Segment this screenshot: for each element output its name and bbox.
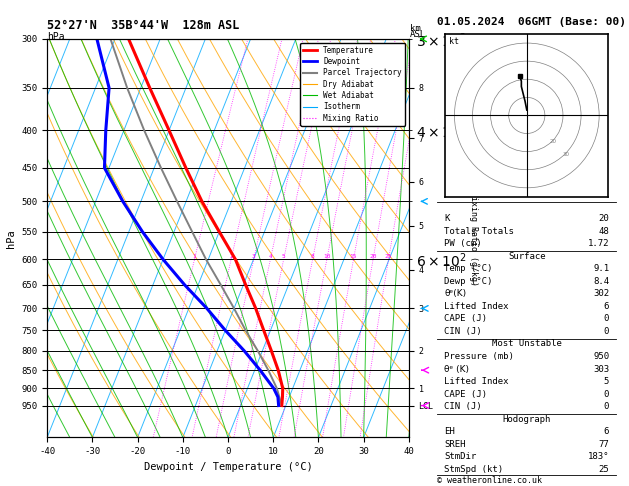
Text: 1.72: 1.72: [587, 239, 610, 248]
Text: CAPE (J): CAPE (J): [444, 314, 487, 324]
Text: θᵉ(K): θᵉ(K): [444, 289, 467, 298]
Text: StmDir: StmDir: [444, 452, 477, 461]
Text: CIN (J): CIN (J): [444, 402, 482, 411]
Text: EH: EH: [444, 427, 455, 436]
Text: km: km: [410, 23, 421, 33]
Text: CAPE (J): CAPE (J): [444, 390, 487, 399]
Text: 5: 5: [282, 254, 286, 260]
Text: Dewp (°C): Dewp (°C): [444, 277, 493, 286]
Text: 20: 20: [599, 214, 610, 223]
Text: 48: 48: [599, 227, 610, 236]
Text: Surface: Surface: [508, 252, 545, 261]
Text: 2: 2: [229, 254, 233, 260]
Text: 77: 77: [599, 440, 610, 449]
Text: 303: 303: [593, 364, 610, 374]
Text: PW (cm): PW (cm): [444, 239, 482, 248]
Text: 8: 8: [311, 254, 314, 260]
Text: 30: 30: [562, 152, 569, 157]
Text: 950: 950: [593, 352, 610, 361]
Text: 20: 20: [549, 139, 556, 144]
Text: 25: 25: [599, 465, 610, 474]
Text: 0: 0: [604, 314, 610, 324]
Text: Totals Totals: Totals Totals: [444, 227, 514, 236]
Y-axis label: hPa: hPa: [6, 229, 16, 247]
Text: 15: 15: [350, 254, 357, 260]
Text: Lifted Index: Lifted Index: [444, 377, 509, 386]
Text: © weatheronline.co.uk: © weatheronline.co.uk: [437, 476, 542, 485]
Text: Hodograph: Hodograph: [503, 415, 551, 424]
Text: Lifted Index: Lifted Index: [444, 302, 509, 311]
Text: 9.1: 9.1: [593, 264, 610, 273]
Text: 20: 20: [369, 254, 377, 260]
Text: 0: 0: [604, 390, 610, 399]
Text: hPa: hPa: [47, 32, 65, 42]
Text: 01.05.2024  06GMT (Base: 00): 01.05.2024 06GMT (Base: 00): [437, 17, 626, 27]
Text: 6: 6: [604, 302, 610, 311]
Text: 0: 0: [604, 402, 610, 411]
Text: 0: 0: [604, 327, 610, 336]
Text: StmSpd (kt): StmSpd (kt): [444, 465, 503, 474]
Text: SREH: SREH: [444, 440, 466, 449]
Text: 4: 4: [269, 254, 272, 260]
Text: 302: 302: [593, 289, 610, 298]
Text: 25: 25: [385, 254, 392, 260]
X-axis label: Dewpoint / Temperature (°C): Dewpoint / Temperature (°C): [143, 462, 313, 472]
Text: 10: 10: [323, 254, 331, 260]
Text: 3: 3: [252, 254, 255, 260]
Text: 8.4: 8.4: [593, 277, 610, 286]
Text: 1: 1: [192, 254, 196, 260]
Text: Most Unstable: Most Unstable: [492, 340, 562, 348]
Text: θᵉ (K): θᵉ (K): [444, 364, 469, 374]
Text: 5: 5: [604, 377, 610, 386]
Text: 52°27'N  35B°44'W  128m ASL: 52°27'N 35B°44'W 128m ASL: [47, 18, 240, 32]
Legend: Temperature, Dewpoint, Parcel Trajectory, Dry Adiabat, Wet Adiabat, Isotherm, Mi: Temperature, Dewpoint, Parcel Trajectory…: [301, 43, 405, 125]
Text: kt: kt: [448, 37, 459, 46]
Text: ASL: ASL: [410, 30, 426, 39]
Text: 6: 6: [604, 427, 610, 436]
Y-axis label: Mixing Ratio (g/kg): Mixing Ratio (g/kg): [469, 191, 478, 286]
Text: 183°: 183°: [587, 452, 610, 461]
Text: K: K: [444, 214, 450, 223]
Text: CIN (J): CIN (J): [444, 327, 482, 336]
Text: Pressure (mb): Pressure (mb): [444, 352, 514, 361]
Text: Temp (°C): Temp (°C): [444, 264, 493, 273]
